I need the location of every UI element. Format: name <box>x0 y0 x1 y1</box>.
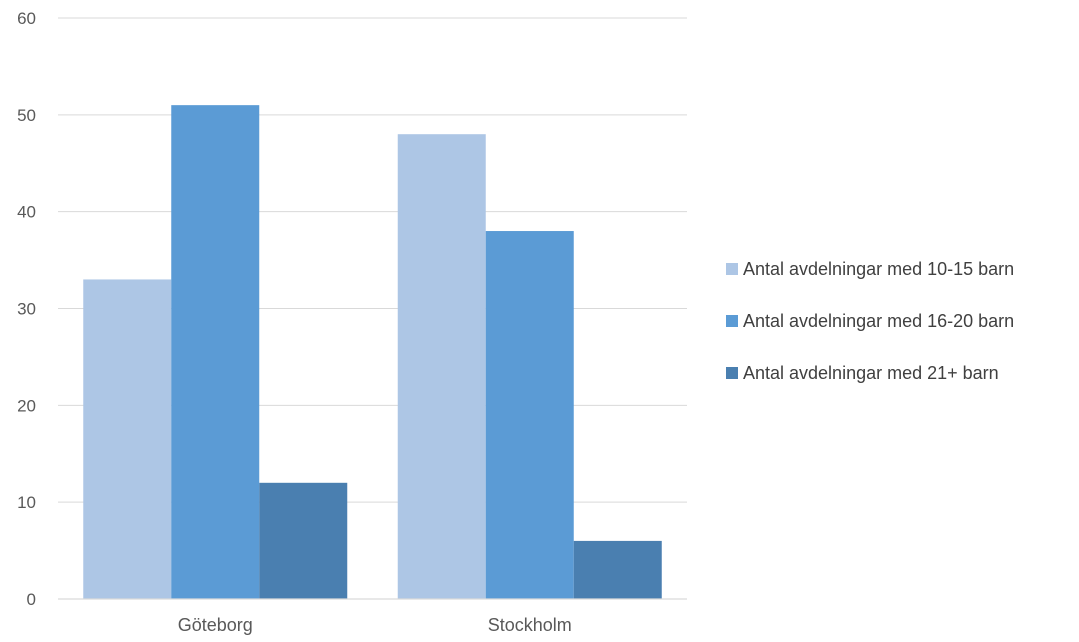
y-tick-label: 10 <box>17 493 36 512</box>
y-tick-label: 40 <box>17 203 36 222</box>
legend-label: Antal avdelningar med 10-15 barn <box>743 259 1014 279</box>
bar <box>397 134 486 599</box>
y-tick-label: 50 <box>17 106 36 125</box>
bar <box>259 482 348 599</box>
legend: Antal avdelningar med 10-15 barn Antal av… <box>726 259 1014 383</box>
y-tick-label: 60 <box>17 9 36 28</box>
y-tick-label: 20 <box>17 396 36 415</box>
bar <box>485 231 574 600</box>
bars <box>83 105 662 600</box>
legend-swatch <box>726 263 738 275</box>
legend-label: Antal avdelningar med 21+ barn <box>743 363 999 383</box>
legend-swatch <box>726 367 738 379</box>
legend-swatch <box>726 315 738 327</box>
bar <box>573 540 662 599</box>
y-axis-ticks: 0 10 20 30 40 50 60 <box>17 9 36 609</box>
x-category-label: Stockholm <box>488 615 572 635</box>
legend-label: Antal avdelningar med 16-20 barn <box>743 311 1014 331</box>
x-category-label: Göteborg <box>178 615 253 635</box>
bar <box>83 279 172 599</box>
x-axis-categories: Göteborg Stockholm <box>178 615 572 635</box>
y-tick-label: 0 <box>27 590 36 609</box>
bar <box>171 105 260 600</box>
y-tick-label: 30 <box>17 300 36 319</box>
